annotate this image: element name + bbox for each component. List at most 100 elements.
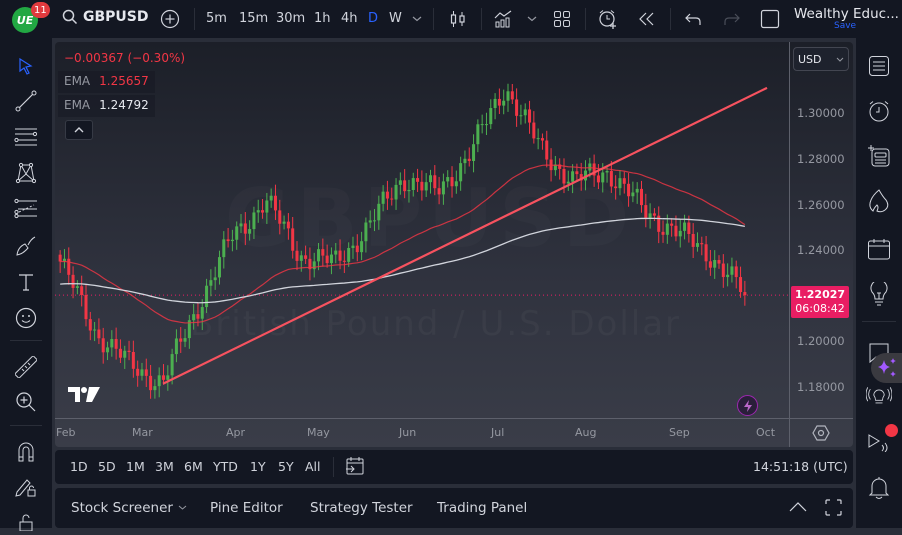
- fib-tool[interactable]: [13, 124, 39, 150]
- price-label: 1.24000: [797, 243, 845, 257]
- layout-select-button[interactable]: [759, 8, 781, 30]
- drawing-toolbar: [0, 38, 52, 531]
- symbol-name: GBPUSD: [83, 9, 149, 25]
- measure-tool[interactable]: [13, 354, 39, 380]
- alerts-button[interactable]: [866, 98, 892, 124]
- legend-collapse-button[interactable]: [65, 120, 93, 140]
- ema-legend-1[interactable]: EMA 1.25657: [58, 71, 155, 93]
- watchlist-button[interactable]: [866, 53, 892, 79]
- symbol-search[interactable]: GBPUSD: [62, 9, 149, 25]
- price-label: 1.30000: [797, 106, 845, 120]
- lightning-button[interactable]: [737, 395, 758, 416]
- time-label: Sep: [669, 426, 690, 439]
- tab-trading-panel[interactable]: Trading Panel: [437, 500, 528, 516]
- timeframe-15m[interactable]: 15m: [239, 11, 269, 26]
- timeframe-1h[interactable]: 1h: [314, 11, 331, 26]
- timeframe-dropdown[interactable]: [408, 8, 426, 30]
- goto-date-button[interactable]: [345, 456, 365, 480]
- candlestick-plot[interactable]: [55, 42, 789, 418]
- prediction-lines-icon: [14, 198, 37, 219]
- redo-button[interactable]: [721, 8, 743, 30]
- time-label: Jul: [491, 426, 505, 439]
- cursor-arrow-icon: [19, 57, 33, 75]
- chart-settings-button[interactable]: [812, 424, 830, 442]
- text-tool[interactable]: [13, 269, 39, 295]
- indicators-button[interactable]: [493, 8, 515, 30]
- ideas-button[interactable]: [866, 281, 892, 307]
- range-5d[interactable]: 5D: [98, 459, 116, 474]
- notifications-button[interactable]: [866, 475, 892, 501]
- ema-slow-line: [60, 217, 745, 304]
- timeframe-d[interactable]: D: [368, 11, 379, 26]
- compare-add-button[interactable]: [159, 8, 181, 30]
- replay-button[interactable]: [636, 8, 658, 30]
- range-1m[interactable]: 1M: [126, 459, 145, 474]
- maximize-icon[interactable]: [825, 499, 842, 516]
- time-label: Aug: [575, 426, 597, 439]
- timeframe-5m[interactable]: 5m: [206, 11, 227, 26]
- price-label: 1.26000: [797, 198, 845, 212]
- time-label: Oct: [756, 426, 776, 439]
- streams-button[interactable]: [866, 383, 892, 409]
- alert-button[interactable]: [597, 8, 619, 30]
- timeframe-30m[interactable]: 30m: [276, 11, 306, 26]
- broadcasts-button[interactable]: [866, 428, 892, 454]
- last-price: 1.22027: [794, 288, 846, 301]
- chart-type-button[interactable]: [447, 8, 469, 30]
- date-range-bar: [55, 450, 853, 484]
- trendline-drawing[interactable]: [162, 86, 768, 385]
- range-5y[interactable]: 5Y: [278, 459, 294, 474]
- divider: [481, 8, 482, 30]
- ema-legend-2[interactable]: EMA 1.24792: [58, 95, 155, 117]
- zoom-tool[interactable]: [13, 389, 39, 415]
- indicators-dropdown[interactable]: [523, 8, 541, 30]
- candles-icon: [450, 11, 465, 27]
- timeframe-4h[interactable]: 4h: [341, 11, 358, 26]
- emoji-tool[interactable]: [13, 305, 39, 331]
- timeframe-w[interactable]: W: [389, 11, 402, 26]
- trendline-tool[interactable]: [13, 88, 39, 114]
- range-3m[interactable]: 3M: [155, 459, 174, 474]
- tab-pine-editor[interactable]: Pine Editor: [210, 500, 283, 516]
- divider: [585, 8, 586, 30]
- undo-button[interactable]: [682, 8, 704, 30]
- pattern-tool[interactable]: [13, 160, 39, 186]
- layout-button[interactable]: [551, 8, 573, 30]
- magnet-tool[interactable]: [13, 439, 39, 465]
- cursor-tool[interactable]: [13, 53, 39, 79]
- top-toolbar: UE 11 GBPUSD 5m 15m 30m 1h 4h D W: [0, 0, 902, 38]
- tab-strategy-tester[interactable]: Strategy Tester: [310, 500, 413, 516]
- ideas-add-button[interactable]: [866, 143, 892, 169]
- calendar-button[interactable]: [866, 236, 892, 262]
- brush-tool[interactable]: [13, 233, 39, 259]
- range-6m[interactable]: 6M: [184, 459, 203, 474]
- chevron-down-icon[interactable]: [178, 505, 187, 511]
- forecast-tool[interactable]: [13, 196, 39, 222]
- save-button[interactable]: Save: [834, 21, 857, 31]
- lock-drawings-tool[interactable]: [13, 474, 39, 500]
- rewind-icon: [639, 12, 654, 26]
- timezone-clock[interactable]: 14:51:18 (UTC): [753, 459, 848, 474]
- ruler-icon: [15, 356, 37, 378]
- list-icon: [869, 56, 889, 76]
- range-1d[interactable]: 1D: [70, 459, 88, 474]
- plus-circle-icon: [160, 9, 180, 29]
- hotlists-button[interactable]: [866, 188, 892, 214]
- lock-all-tool[interactable]: [13, 509, 39, 535]
- text-t-icon: [19, 274, 33, 291]
- smiley-icon: [15, 307, 37, 329]
- range-1y[interactable]: 1Y: [250, 459, 266, 474]
- divider: [10, 340, 42, 341]
- divider: [10, 425, 42, 426]
- chevron-up-icon: [74, 127, 84, 133]
- currency-select[interactable]: USD: [793, 47, 849, 71]
- ai-assistant-button[interactable]: [871, 353, 902, 383]
- range-ytd[interactable]: YTD: [213, 459, 238, 474]
- chevron-up-icon[interactable]: [789, 502, 807, 512]
- range-all[interactable]: All: [305, 459, 321, 474]
- lightbulb-icon: [870, 282, 888, 306]
- divider: [670, 8, 671, 30]
- layout-name[interactable]: Wealthy Educ...: [794, 6, 899, 22]
- chart-pane[interactable]: GBPUSD British Pound / U.S. Dollar: [55, 42, 853, 447]
- tab-stock-screener[interactable]: Stock Screener: [71, 500, 173, 516]
